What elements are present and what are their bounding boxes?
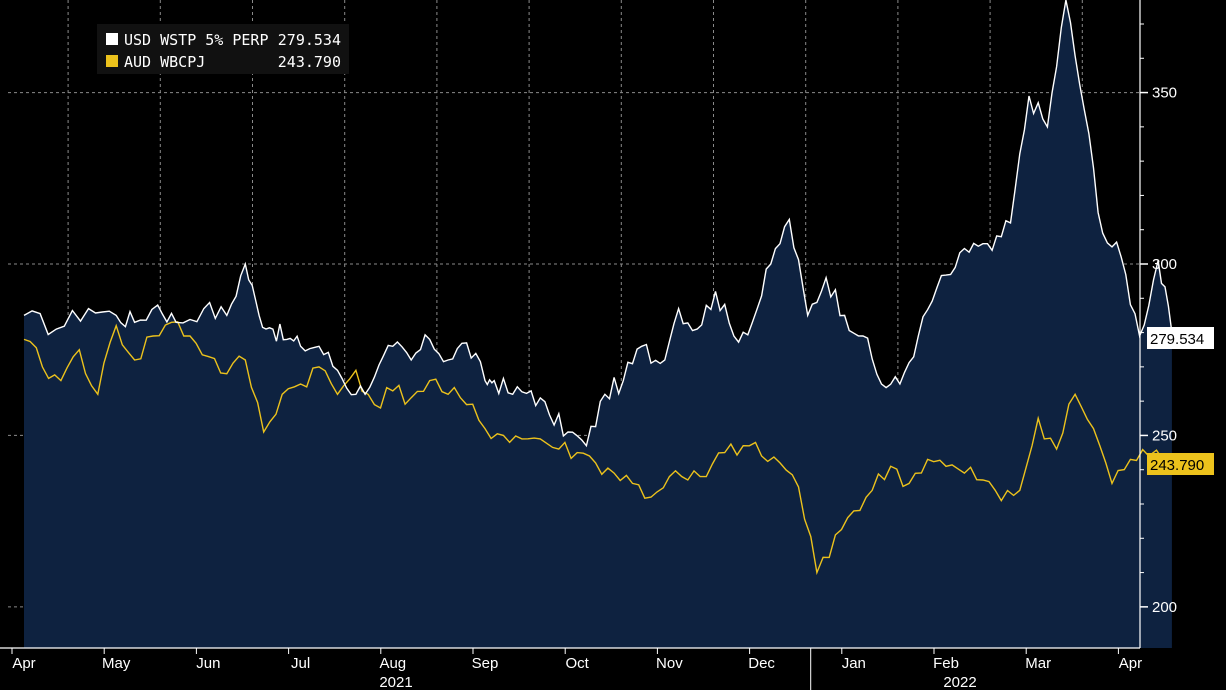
year-label-2021: 2021 <box>379 674 412 690</box>
y-tick-label: 250 <box>1152 427 1177 444</box>
legend-series-value-aud-wbcpj: 243.790 <box>278 53 341 71</box>
x-tick-label: Dec <box>748 655 775 672</box>
legend-swatch-usd-wstp <box>106 33 118 45</box>
legend: USD WSTP 5% PERP 279.534 AUD WBCPJ 243.7… <box>97 24 349 74</box>
x-tick-label: Oct <box>566 655 590 672</box>
legend-series-name-usd-wstp: USD WSTP 5% PERP <box>124 31 269 49</box>
x-tick-label: Mar <box>1025 655 1051 672</box>
x-tick-label: Apr <box>12 655 35 672</box>
last-value-tag-aud-wbcpj: 243.790 <box>1147 453 1214 475</box>
legend-series-value-usd-wstp: 279.534 <box>278 31 341 49</box>
y-tick-label: 300 <box>1152 256 1177 273</box>
x-tick-label: Aug <box>379 655 406 672</box>
legend-series-name-aud-wbcpj: AUD WBCPJ <box>124 53 205 71</box>
series-usd-wstp-area <box>24 0 1172 648</box>
x-tick-label: Sep <box>472 655 499 672</box>
legend-swatch-aud-wbcpj <box>106 55 118 67</box>
series-aud-wbcpj-line <box>23 321 1173 576</box>
last-value-tag-usd-wstp-box <box>1147 327 1214 349</box>
year-label-2022: 2022 <box>943 674 976 690</box>
last-value-tag-aud-wbcpj-box <box>1147 453 1214 475</box>
x-tick-label: Jul <box>291 655 310 672</box>
x-tick-label: May <box>102 655 131 672</box>
series-usd-wstp-line <box>23 0 1173 448</box>
legend-box <box>97 24 349 74</box>
last-value-tag-usd-wstp: 279.534 <box>1147 327 1214 349</box>
x-tick-label: Apr <box>1119 655 1142 672</box>
x-tick-label: Jun <box>196 655 220 672</box>
y-tick-label: 350 <box>1152 85 1177 102</box>
y-tick-label: 200 <box>1152 599 1177 616</box>
axes: 200 250 300 350 Apr May Jun Jul Aug Sep Oct Nov Dec J… <box>0 0 1177 690</box>
last-value-tag-usd-wstp-text: 279.534 <box>1150 331 1204 348</box>
x-tick-label: Feb <box>933 655 959 672</box>
last-value-tag-aud-wbcpj-text: 243.790 <box>1150 457 1204 474</box>
x-tick-label: Jan <box>842 655 866 672</box>
x-tick-label: Nov <box>656 655 683 672</box>
